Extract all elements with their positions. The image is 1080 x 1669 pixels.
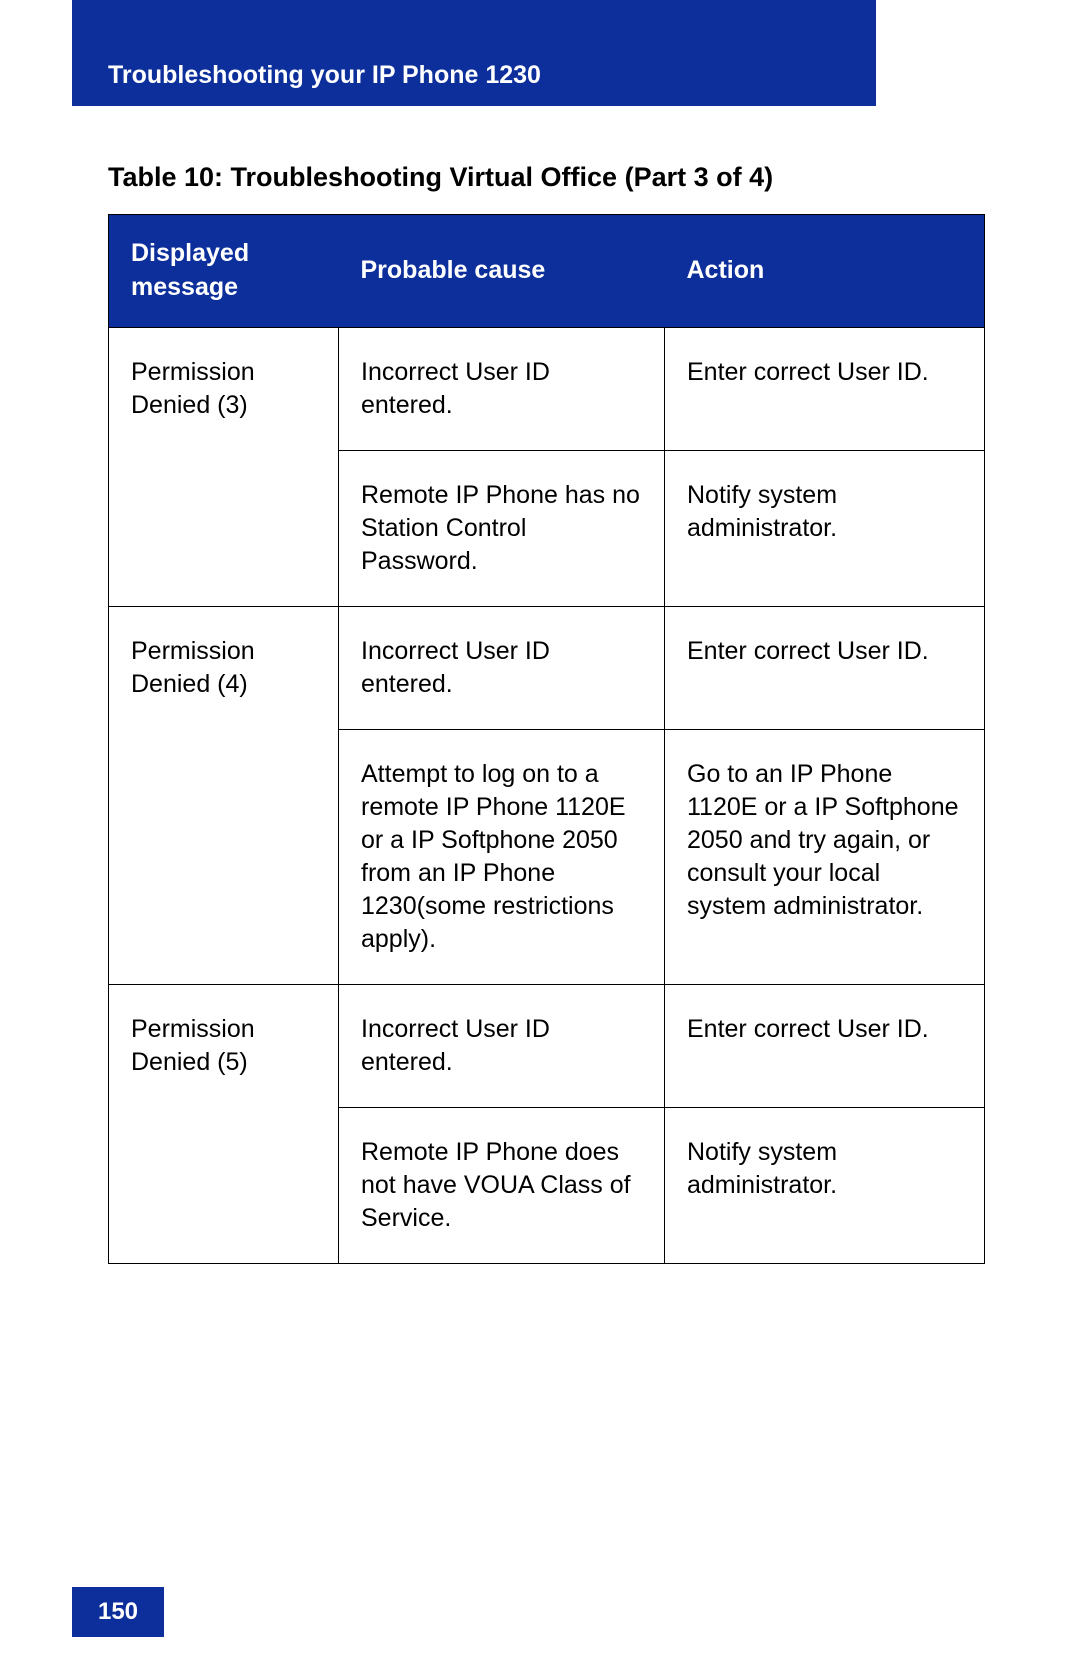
cell-displayed-message: Permission Denied (4) [109,606,339,984]
page-number: 150 [98,1598,138,1626]
cell-probable-cause: Remote IP Phone does not have VOUA Class… [339,1107,665,1263]
cell-action: Notify system administrator. [665,1107,985,1263]
cell-action: Enter correct User ID. [665,984,985,1107]
column-header-displayed-message: Displayed message [109,215,339,328]
cell-displayed-message: Permission Denied (3) [109,327,339,606]
column-header-probable-cause: Probable cause [339,215,665,328]
cell-action: Enter correct User ID. [665,327,985,450]
table-row: Permission Denied (5) Incorrect User ID … [109,984,985,1107]
document-page: Troubleshooting your IP Phone 1230 Table… [0,0,1080,1669]
table-row: Permission Denied (3) Incorrect User ID … [109,327,985,450]
cell-probable-cause: Attempt to log on to a remote IP Phone 1… [339,729,665,984]
cell-action: Go to an IP Phone 1120E or a IP Softphon… [665,729,985,984]
cell-probable-cause: Incorrect User ID entered. [339,984,665,1107]
cell-probable-cause: Incorrect User ID entered. [339,327,665,450]
table-header-row: Displayed message Probable cause Action [109,215,985,328]
cell-displayed-message: Permission Denied (5) [109,984,339,1263]
page-header-bar: Troubleshooting your IP Phone 1230 [72,0,876,106]
page-header-title: Troubleshooting your IP Phone 1230 [108,61,541,90]
cell-action: Enter correct User ID. [665,606,985,729]
table-row: Permission Denied (4) Incorrect User ID … [109,606,985,729]
cell-action: Notify system administrator. [665,450,985,606]
cell-probable-cause: Incorrect User ID entered. [339,606,665,729]
column-header-action: Action [665,215,985,328]
table-caption: Table 10: Troubleshooting Virtual Office… [108,162,773,193]
page-number-badge: 150 [72,1587,164,1637]
troubleshooting-table: Displayed message Probable cause Action … [108,214,985,1264]
cell-probable-cause: Remote IP Phone has no Station Control P… [339,450,665,606]
